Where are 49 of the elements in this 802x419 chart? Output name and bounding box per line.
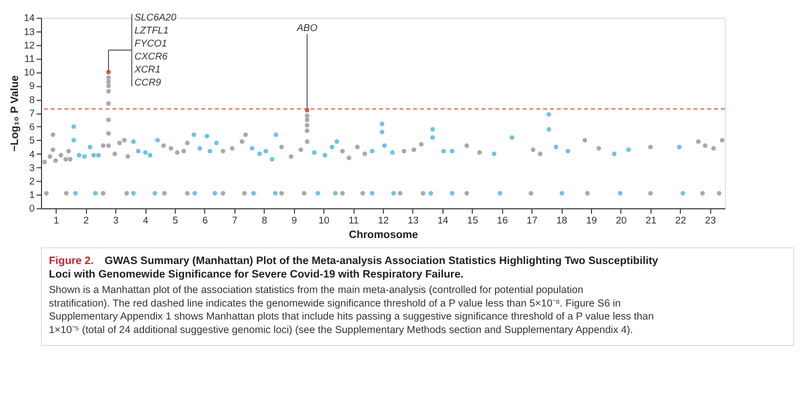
x-tick-label: 6 [202, 215, 208, 226]
annotation: FYCO1 [134, 38, 168, 50]
x-tick-label: 20 [616, 215, 628, 226]
y-tick-label: 12 [24, 40, 35, 52]
x-tick-label: 23 [705, 215, 716, 226]
y-tick-label: 5 [29, 136, 36, 147]
x-tick-label: 5 [172, 215, 179, 226]
annotation: SLC6A20 [134, 12, 177, 24]
y-tick-label: 10 [24, 68, 36, 79]
x-tick-label: 2 [83, 215, 89, 226]
x-tick-label: 18 [556, 215, 568, 226]
y-tick-label: 0 [29, 204, 36, 215]
x-tick-label: 9 [292, 215, 297, 226]
x-tick-label: 8 [262, 215, 268, 226]
annotation: LZTFL1 [134, 26, 169, 37]
x-tick-label: 15 [467, 215, 479, 226]
y-tick-label: 8 [29, 94, 35, 106]
x-tick-label: 22 [675, 215, 686, 226]
x-tick-label: 16 [496, 215, 508, 226]
x-tick-label: 7 [232, 215, 238, 226]
x-tick-label: 12 [378, 215, 389, 226]
x-tick-label: 3 [113, 215, 119, 226]
text: Figure 2. GWAS Summary (Manhattan) Plot of the Meta-analysis Association Statistics Highlighting Two Susceptibility Loci with Genomewide Significance for Severe Covid-19 with Respiratory Failure. [48, 254, 658, 281]
x-tick-label: 17 [526, 215, 538, 226]
annotation: XCR1 [134, 64, 161, 76]
annotation: CXCR6 [134, 52, 168, 63]
x-tick-label: 1 [54, 215, 60, 226]
y-axis-title: −Log₁₀ P Value [8, 75, 21, 152]
x-tick-label: 4 [142, 215, 149, 226]
y-tick-label: 3 [29, 162, 35, 174]
y-tick-label: 1 [29, 190, 35, 202]
y-tick-label: 13 [24, 26, 35, 38]
y-tick-label: 11 [24, 54, 35, 66]
y-tick-label: 14 [24, 13, 36, 24]
y-tick-label: 4 [29, 149, 36, 160]
x-tick-label: 19 [586, 215, 597, 226]
annotation: ABO [296, 23, 318, 34]
x-axis-title: Chromosome [348, 229, 418, 242]
y-tick-label: 6 [29, 122, 35, 134]
text: Shown is a Manhattan plot of the association statistics from the main meta-analysis (controlled for potential population stratification). The red dashed line indicates the genomewide significance threshold of a P value less than 5×10⁻⁸. Figure S6 in Supplementary Appendix 1 shows Manhattan plots that include hits passing a suggestive significance threshold of a P value less than 1×10⁻⁵ (total of 24 additional suggestive genomic loci) (see the Supplementary Methods section and Supplementary Appendix 4). [48, 285, 654, 336]
x-tick-label: 11 [348, 215, 359, 226]
y-tick-label: 9 [29, 81, 35, 92]
x-tick-label: 13 [408, 215, 419, 226]
x-tick-label: 10 [318, 215, 330, 226]
x-tick-label: 14 [437, 215, 449, 226]
y-tick-label: 7 [29, 108, 35, 120]
x-tick-label: 21 [646, 215, 656, 226]
annotation: CCR9 [134, 77, 162, 88]
y-tick-label: 2 [29, 176, 35, 188]
